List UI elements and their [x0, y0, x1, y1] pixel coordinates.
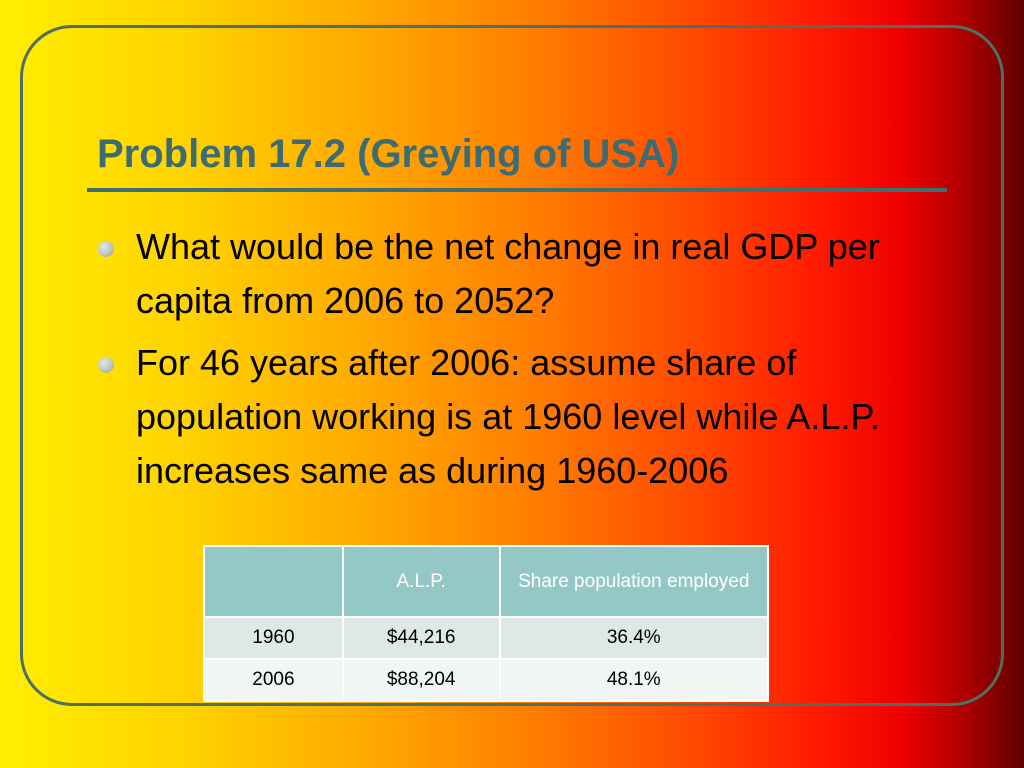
table-row: 1960 $44,216 36.4% — [203, 616, 769, 660]
table-cell: 48.1% — [498, 658, 769, 702]
table-header-cell — [203, 545, 344, 618]
table-cell: 1960 — [203, 616, 344, 660]
title-underline — [87, 188, 947, 192]
table-cell: 2006 — [203, 658, 344, 702]
table-cell: $44,216 — [341, 616, 501, 660]
bullet-text: What would be the net change in real GDP… — [136, 226, 880, 321]
bullet-list: What would be the net change in real GDP… — [98, 220, 898, 506]
table-cell: $88,204 — [341, 658, 501, 702]
table-header-row: A.L.P. Share population employed — [203, 545, 769, 618]
table-row: 2006 $88,204 48.1% — [203, 658, 769, 702]
slide-title: Problem 17.2 (Greying of USA) — [97, 132, 680, 176]
bullet-item: For 46 years after 2006: assume share of… — [98, 336, 898, 498]
bullet-dot-icon — [98, 357, 114, 373]
data-table: A.L.P. Share population employed 1960 $4… — [203, 545, 769, 702]
bullet-text: For 46 years after 2006: assume share of… — [136, 342, 880, 491]
slide-frame — [20, 25, 1004, 706]
table-cell: 36.4% — [498, 616, 769, 660]
table-header-cell: A.L.P. — [341, 545, 501, 618]
bullet-item: What would be the net change in real GDP… — [98, 220, 898, 328]
bullet-dot-icon — [98, 241, 114, 257]
table-header-cell: Share population employed — [498, 545, 769, 618]
